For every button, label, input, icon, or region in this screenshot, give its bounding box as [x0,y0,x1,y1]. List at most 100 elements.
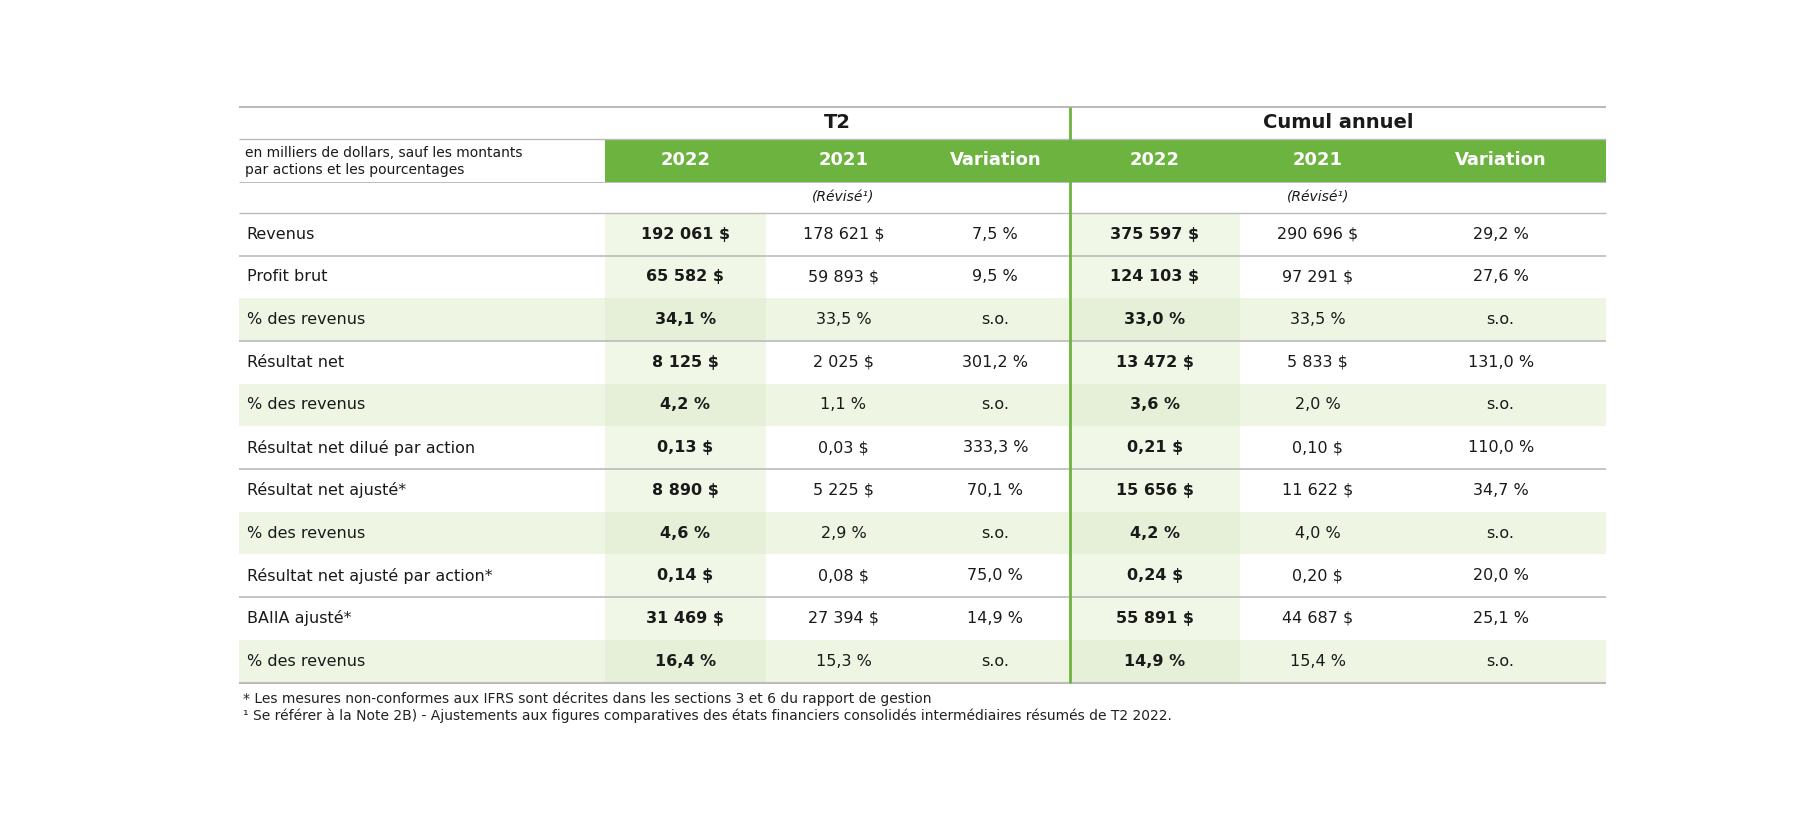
Text: s.o.: s.o. [981,397,1010,413]
Text: 2021: 2021 [1292,152,1343,170]
Text: 31 469 $: 31 469 $ [646,611,724,626]
Bar [1069,255,1240,298]
Bar [1069,512,1240,555]
Text: 70,1 %: 70,1 % [967,483,1024,498]
Text: 11 622 $: 11 622 $ [1282,483,1354,498]
Text: par actions et les pourcentages: par actions et les pourcentages [245,162,464,176]
Text: 4,0 %: 4,0 % [1294,526,1341,541]
Text: (Révisé¹): (Révisé¹) [812,190,875,204]
Text: 192 061 $: 192 061 $ [641,227,731,241]
Text: 15 656 $: 15 656 $ [1116,483,1193,498]
Bar [605,469,767,512]
Text: 20,0 %: 20,0 % [1472,569,1528,583]
Bar [605,384,767,426]
Text: 0,21 $: 0,21 $ [1127,440,1183,455]
Text: Variation: Variation [1454,152,1546,170]
Bar [605,255,767,298]
Text: Revenus: Revenus [247,227,315,241]
Text: s.o.: s.o. [981,653,1010,669]
Bar [1069,469,1240,512]
Bar [1069,213,1240,255]
Text: 27,6 %: 27,6 % [1472,269,1528,284]
Text: Profit brut: Profit brut [247,269,328,284]
Bar [605,139,1606,182]
Text: 124 103 $: 124 103 $ [1111,269,1199,284]
Text: % des revenus: % des revenus [247,397,365,413]
Text: BAIIA ajusté*: BAIIA ajusté* [247,611,351,626]
Text: 5 225 $: 5 225 $ [814,483,875,498]
Text: Cumul annuel: Cumul annuel [1262,113,1413,132]
Bar [1069,426,1240,469]
Text: 178 621 $: 178 621 $ [803,227,884,241]
Text: 44 687 $: 44 687 $ [1282,611,1354,626]
Bar [605,555,767,597]
Text: 0,24 $: 0,24 $ [1127,569,1183,583]
Text: 2,0 %: 2,0 % [1294,397,1341,413]
Text: 5 833 $: 5 833 $ [1287,355,1348,370]
Bar [605,640,767,682]
Text: 55 891 $: 55 891 $ [1116,611,1193,626]
Bar [1069,341,1240,384]
Bar [1069,640,1240,682]
Text: s.o.: s.o. [1487,526,1514,541]
Text: 33,5 %: 33,5 % [815,312,871,327]
Text: * Les mesures non-conformes aux IFRS sont décrites dans les sections 3 et 6 du r: * Les mesures non-conformes aux IFRS son… [243,692,931,706]
Text: 2022: 2022 [661,152,711,170]
Text: 34,1 %: 34,1 % [655,312,716,327]
Bar [239,426,1606,469]
Text: 13 472 $: 13 472 $ [1116,355,1193,370]
Text: 15,3 %: 15,3 % [815,653,871,669]
Text: en milliers de dollars, sauf les montants: en milliers de dollars, sauf les montant… [245,146,522,160]
Text: 4,2 %: 4,2 % [1130,526,1181,541]
Text: 131,0 %: 131,0 % [1467,355,1534,370]
Text: 2022: 2022 [1130,152,1181,170]
Text: 29,2 %: 29,2 % [1472,227,1528,241]
Text: % des revenus: % des revenus [247,653,365,669]
Text: Résultat net dilué par action: Résultat net dilué par action [247,440,475,456]
Text: 75,0 %: 75,0 % [967,569,1022,583]
Bar [1069,384,1240,426]
Text: 16,4 %: 16,4 % [655,653,716,669]
Bar [239,298,1606,341]
Text: 301,2 %: 301,2 % [963,355,1028,370]
Text: 59 893 $: 59 893 $ [808,269,878,284]
Text: 33,5 %: 33,5 % [1291,312,1346,327]
Text: ¹ Se référer à la Note 2B) - Ajustements aux figures comparatives des états fina: ¹ Se référer à la Note 2B) - Ajustements… [243,709,1172,723]
Text: 4,6 %: 4,6 % [661,526,711,541]
Text: 8 125 $: 8 125 $ [652,355,718,370]
Bar [239,469,1606,512]
Text: 375 597 $: 375 597 $ [1111,227,1199,241]
Text: 3,6 %: 3,6 % [1130,397,1181,413]
Text: 1,1 %: 1,1 % [821,397,866,413]
Bar [239,213,1606,255]
Bar [239,255,1606,298]
Text: Variation: Variation [950,152,1040,170]
Text: 25,1 %: 25,1 % [1472,611,1528,626]
Text: 27 394 $: 27 394 $ [808,611,878,626]
Text: s.o.: s.o. [981,312,1010,327]
Text: 4,2 %: 4,2 % [661,397,711,413]
Text: s.o.: s.o. [1487,312,1514,327]
Text: s.o.: s.o. [1487,397,1514,413]
Text: 0,20 $: 0,20 $ [1292,569,1343,583]
Text: 97 291 $: 97 291 $ [1282,269,1354,284]
Bar [239,597,1606,640]
Text: 9,5 %: 9,5 % [972,269,1019,284]
Text: 0,03 $: 0,03 $ [817,440,869,455]
Text: 15,4 %: 15,4 % [1291,653,1346,669]
Text: 2,9 %: 2,9 % [821,526,866,541]
Text: Résultat net ajusté*: Résultat net ajusté* [247,482,405,499]
Text: 34,7 %: 34,7 % [1472,483,1528,498]
Text: T2: T2 [824,113,851,132]
Text: 33,0 %: 33,0 % [1125,312,1186,327]
Text: 14,9 %: 14,9 % [1125,653,1186,669]
Text: Résultat net ajusté par action*: Résultat net ajusté par action* [247,568,493,583]
Text: Résultat net: Résultat net [247,355,344,370]
Text: 8 890 $: 8 890 $ [652,483,718,498]
Text: 0,08 $: 0,08 $ [817,569,869,583]
Text: 110,0 %: 110,0 % [1467,440,1534,455]
Bar [239,512,1606,555]
Text: 14,9 %: 14,9 % [967,611,1024,626]
Text: 65 582 $: 65 582 $ [646,269,724,284]
Bar [1069,555,1240,597]
